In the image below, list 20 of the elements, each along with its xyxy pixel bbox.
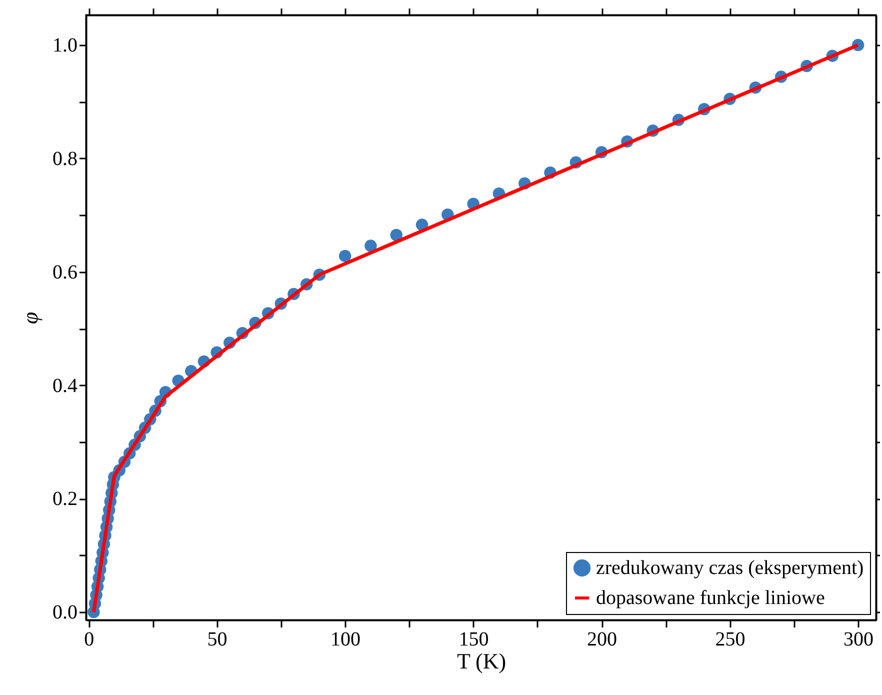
point xyxy=(390,228,402,242)
y-tick-label: 1.0 xyxy=(52,34,78,57)
x-tick-label: 50 xyxy=(207,628,228,650)
y-axis-title: φ xyxy=(18,312,42,324)
y-tick-label: 0.2 xyxy=(52,488,78,510)
x-tick-label: 0 xyxy=(84,628,94,650)
x-tick-label: 300 xyxy=(844,628,874,650)
point xyxy=(364,240,377,252)
x-tick-label: 150 xyxy=(458,628,489,650)
x-tick-label: 200 xyxy=(587,628,618,650)
y-tick-label: 0.8 xyxy=(52,148,78,170)
x-tick-label: 250 xyxy=(715,628,746,650)
legend-label: dopasowane funkcje liniowe xyxy=(596,587,825,609)
x-axis-title: T (K) xyxy=(456,648,506,674)
y-tick-label: 0.0 xyxy=(52,602,78,624)
y-tick-label: 0.6 xyxy=(52,261,78,284)
x-tick-label: 100 xyxy=(330,628,361,650)
y-tick-label: 0.4 xyxy=(52,374,78,397)
point xyxy=(338,250,352,262)
legend-label: zredukowany czas (eksperyment) xyxy=(596,557,864,579)
